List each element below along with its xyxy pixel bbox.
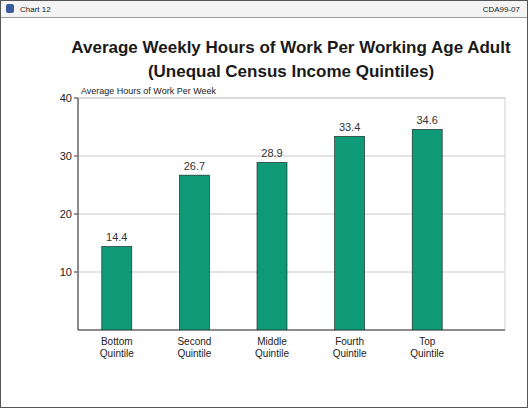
bars: [102, 129, 442, 330]
header-right: CDA99-07: [483, 5, 521, 14]
tick-label: 20: [60, 208, 72, 220]
tick-label: 30: [60, 150, 72, 162]
tick-mark: [74, 214, 78, 215]
category-line: Quintile: [255, 348, 289, 359]
header-icon: [6, 4, 14, 13]
category-line: Top: [419, 336, 436, 347]
data-label: 33.4: [339, 121, 360, 133]
bar: [412, 129, 442, 330]
bar: [179, 175, 209, 330]
category-line: Quintile: [177, 348, 211, 359]
tick-mark: [74, 272, 78, 273]
data-label: 28.9: [261, 147, 282, 159]
y-axis: [78, 98, 79, 330]
bar: [257, 162, 287, 330]
tick-label: 40: [60, 92, 72, 104]
tick-label: 10: [60, 266, 72, 278]
category-line: Bottom: [101, 336, 133, 347]
category-line: Middle: [257, 336, 287, 347]
category-line: Quintile: [100, 348, 134, 359]
y-axis-label: Average Hours of Work Per Week: [81, 86, 217, 96]
category-label: MiddleQuintile: [255, 336, 289, 359]
header-left: Chart 12: [20, 5, 51, 14]
category-line: Quintile: [333, 348, 367, 359]
category-line: Fourth: [335, 336, 364, 347]
category-label: SecondQuintile: [177, 336, 211, 359]
category-label: TopQuintile: [410, 336, 444, 359]
chart-svg: Chart 12 CDA99-07 Average Weekly Hours of …: [0, 0, 528, 408]
outer-frame: [1, 1, 528, 408]
bar: [335, 136, 365, 330]
subtitle: (Unequal Census Income Quintiles): [148, 62, 434, 81]
header-bar: [1, 1, 527, 17]
category-line: Quintile: [410, 348, 444, 359]
category-label: BottomQuintile: [100, 336, 134, 359]
category-label: FourthQuintile: [333, 336, 367, 359]
header-rule: [1, 17, 527, 18]
category-line: Second: [177, 336, 211, 347]
data-label: 26.7: [184, 160, 205, 172]
tick-mark: [74, 98, 78, 99]
plot-frame: [78, 98, 505, 330]
data-label: 34.6: [416, 114, 437, 126]
title: Average Weekly Hours of Work Per Working…: [71, 38, 511, 57]
bar: [102, 246, 132, 330]
data-label: 14.4: [106, 231, 127, 243]
tick-mark: [74, 156, 78, 157]
